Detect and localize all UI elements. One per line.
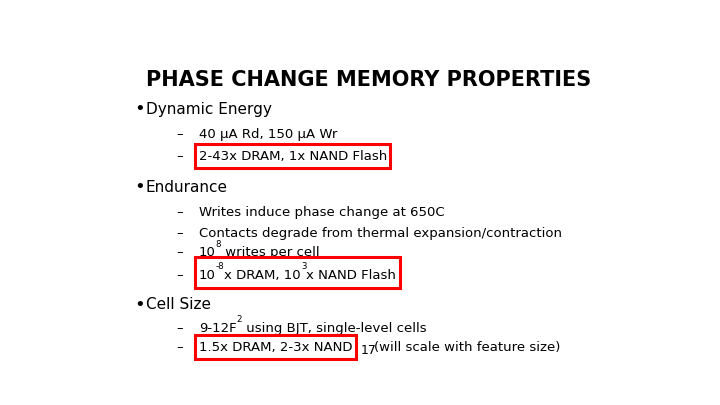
Text: –: –	[176, 246, 183, 259]
Text: •: •	[135, 296, 145, 314]
Text: –: –	[176, 128, 183, 141]
Text: writes per cell: writes per cell	[221, 246, 320, 259]
Text: 9-12F: 9-12F	[199, 322, 236, 335]
Text: 2: 2	[236, 315, 242, 324]
Text: -8: -8	[216, 262, 225, 271]
Text: Endurance: Endurance	[145, 180, 228, 195]
Text: 40 μA Rd, 150 μA Wr: 40 μA Rd, 150 μA Wr	[199, 128, 337, 141]
Text: 8: 8	[216, 240, 221, 249]
Text: –: –	[176, 341, 183, 354]
Text: –: –	[176, 227, 183, 240]
Text: 3: 3	[301, 262, 307, 271]
Text: –: –	[176, 269, 183, 282]
Text: 10: 10	[199, 269, 216, 282]
Text: –: –	[176, 322, 183, 335]
Text: (will scale with feature size): (will scale with feature size)	[357, 341, 560, 354]
Text: 17: 17	[361, 344, 377, 357]
Text: using BJT, single-level cells: using BJT, single-level cells	[242, 322, 426, 335]
Text: –: –	[176, 206, 183, 219]
Text: •: •	[135, 178, 145, 196]
Bar	[195, 257, 400, 288]
Text: 2-43x DRAM, 1x NAND Flash: 2-43x DRAM, 1x NAND Flash	[199, 150, 387, 163]
Text: Dynamic Energy: Dynamic Energy	[145, 102, 271, 117]
Text: Writes induce phase change at 650C: Writes induce phase change at 650C	[199, 206, 444, 219]
Bar	[195, 144, 390, 168]
Text: –: –	[176, 150, 183, 163]
Text: PHASE CHANGE MEMORY PROPERTIES: PHASE CHANGE MEMORY PROPERTIES	[146, 70, 592, 90]
Text: 10: 10	[199, 246, 216, 259]
Text: Contacts degrade from thermal expansion/contraction: Contacts degrade from thermal expansion/…	[199, 227, 562, 240]
Text: 1.5x DRAM, 2-3x NAND: 1.5x DRAM, 2-3x NAND	[199, 341, 352, 354]
Text: x NAND Flash: x NAND Flash	[307, 269, 396, 282]
Text: x DRAM, 10: x DRAM, 10	[225, 269, 301, 282]
Bar	[195, 335, 356, 360]
Text: Cell Size: Cell Size	[145, 297, 211, 312]
Text: •: •	[135, 100, 145, 118]
